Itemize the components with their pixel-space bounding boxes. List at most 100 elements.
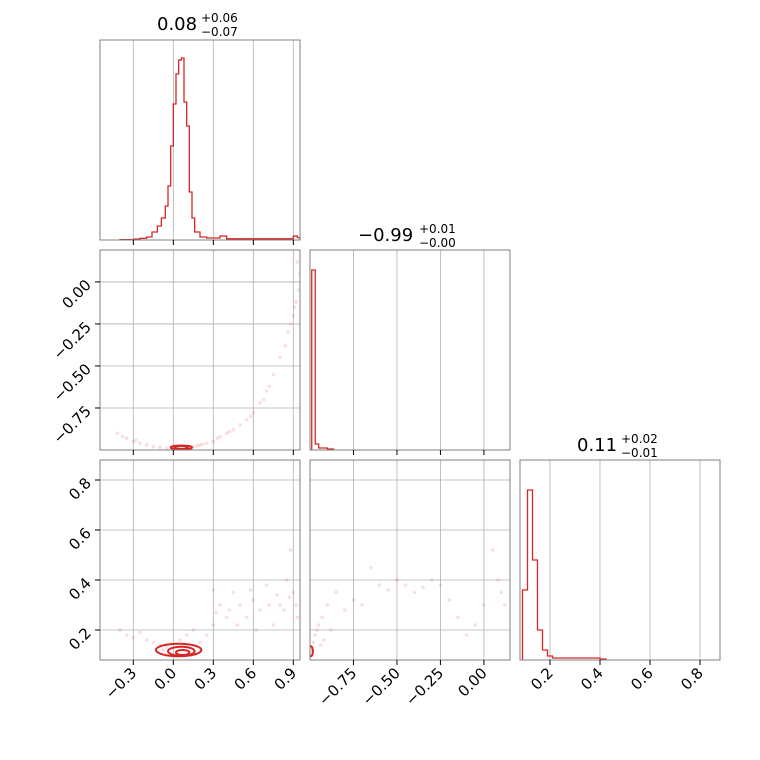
param2-vs-param3-point <box>496 578 500 582</box>
param1-vs-param2-point <box>251 411 256 415</box>
param1-vs-param2-tick-label: −0.50 <box>50 360 95 405</box>
param1-vs-param3-point <box>288 548 293 552</box>
param1-vs-param2-point <box>264 389 269 393</box>
title-param2-minus: −0.00 <box>419 236 456 250</box>
param1-vs-param3-tick-label: 0.3 <box>191 664 221 694</box>
param1-vs-param3-point <box>204 633 209 637</box>
param1-vs-param3-tick-label: 0.9 <box>271 664 301 694</box>
param2-vs-param3-point <box>429 578 434 582</box>
title-param3-plus: +0.02 <box>621 432 658 446</box>
param1-vs-param3-point <box>124 633 129 637</box>
param1-vs-param3-point <box>248 588 253 592</box>
param1-vs-param2-contour <box>173 444 189 450</box>
param2-vs-param3-point <box>377 583 382 587</box>
param1-vs-param3-point <box>291 590 296 595</box>
param2-vs-param3-point <box>412 590 417 595</box>
param2-vs-param3-point <box>403 583 408 587</box>
param1-vs-param3-point <box>211 588 216 592</box>
param1-vs-param2-point <box>294 300 298 304</box>
param1-vs-param3-point <box>138 630 142 635</box>
param1-vs-param3-point <box>118 628 122 632</box>
param1-vs-param2-point <box>248 414 253 419</box>
param1-vs-param3-point <box>164 645 169 650</box>
param1-vs-param3-point <box>294 603 298 607</box>
param2-vs-param3-point <box>386 588 391 592</box>
param1-vs-param2-point <box>134 438 138 442</box>
param1-vs-param2-point <box>158 445 162 450</box>
param1-vs-param3-tick-label: 0.6 <box>65 524 95 554</box>
param1-vs-param3-point <box>198 640 202 645</box>
param1-vs-param2-point <box>200 442 205 446</box>
param1-vs-param2-point <box>164 446 169 450</box>
param2-vs-param3-point <box>369 565 373 570</box>
param1-vs-param3-tick-label: 0.8 <box>65 474 95 504</box>
param3-marginal-frame <box>519 459 721 661</box>
param2-vs-param3-tick-label: −0.50 <box>359 664 404 709</box>
param2-vs-param3-contour <box>310 645 314 658</box>
param2-vs-param3-point <box>438 583 443 587</box>
param1-vs-param3-point <box>224 615 229 620</box>
param1-vs-param3-tick-label: 0.2 <box>65 624 95 654</box>
param2-vs-param3-point <box>313 633 318 637</box>
param1-vs-param2-point <box>286 330 290 335</box>
param2-vs-param3-point <box>334 590 338 595</box>
param1-vs-param3-point <box>184 633 189 637</box>
param2-vs-param3-point <box>315 628 319 632</box>
param1-vs-param3-point <box>295 615 300 620</box>
param1-vs-param2-point <box>198 443 202 447</box>
param1-vs-param3-point <box>231 590 236 595</box>
param3-marginal-tick-label: 0.8 <box>677 664 707 694</box>
param1-vs-param3-point <box>151 640 156 645</box>
param1-marginal-frame <box>99 39 301 241</box>
param1-vs-param3-point <box>238 603 242 607</box>
param1-vs-param3-point <box>235 623 240 627</box>
param1-vs-param2-point <box>151 444 156 449</box>
param1-vs-param2-point <box>295 259 300 264</box>
param1-vs-param2-tick-label: −0.25 <box>50 318 95 363</box>
param1-vs-param3-point <box>254 628 258 632</box>
param1-vs-param3-point <box>258 608 262 612</box>
param3-marginal-tick-label: 0.4 <box>577 664 607 694</box>
title-param3-median: 0.11 <box>577 435 617 456</box>
title-param1-plus: +0.06 <box>201 11 238 25</box>
param2-marginal-frame <box>309 249 511 451</box>
param1-vs-param2-point <box>227 429 232 434</box>
param2-vs-param3-point <box>421 585 425 590</box>
param2-vs-param3-point <box>329 628 333 632</box>
param1-vs-param3-tick-label: 0.6 <box>231 664 261 694</box>
param1-vs-param2-point <box>195 443 200 448</box>
param3-marginal-hist-bin <box>543 650 548 660</box>
param1-vs-param2-point <box>144 443 149 447</box>
param1-vs-param3-point <box>251 598 256 602</box>
param1-vs-param2-points-group <box>115 250 300 450</box>
param2-vs-param3-point <box>311 640 316 645</box>
param1-vs-param2-point <box>211 439 216 444</box>
param1-vs-param3-point <box>211 623 216 627</box>
param1-vs-param2-point <box>258 401 262 405</box>
param1-marginal-hist-line <box>119 57 301 241</box>
param1-vs-param2-point <box>244 417 249 422</box>
param1-vs-param2-frame <box>99 249 301 451</box>
param1-vs-param3-point <box>244 615 249 620</box>
param1-vs-param2-point <box>138 441 142 446</box>
param3-marginal-tick-label: 0.6 <box>627 664 657 694</box>
param2-vs-param3-tick-label: −0.25 <box>402 664 447 709</box>
param3-marginal-hist-bin <box>538 630 543 660</box>
param3-marginal-hist-bin <box>523 590 528 660</box>
param2-vs-param3-point <box>316 623 321 627</box>
param1-vs-param3-point <box>178 638 182 642</box>
param2-vs-param3-point <box>318 643 323 647</box>
param1-vs-param2-point <box>231 428 236 432</box>
param2-vs-param3-point <box>447 598 451 602</box>
param1-vs-param3-tick-label: −0.3 <box>102 664 140 702</box>
param1-vs-param2-point <box>124 436 129 441</box>
param1-vs-param2-point <box>131 439 136 444</box>
param1-vs-param2-point <box>262 397 266 402</box>
param3-marginal-hist-line <box>521 489 607 660</box>
title-param2-plus: +0.01 <box>419 222 456 236</box>
param1-vs-param2-point <box>120 434 125 439</box>
param1-vs-param2-point <box>115 431 120 435</box>
param2-vs-param3-point <box>456 615 460 620</box>
param1-vs-param2-tick-label: −0.75 <box>50 402 95 447</box>
